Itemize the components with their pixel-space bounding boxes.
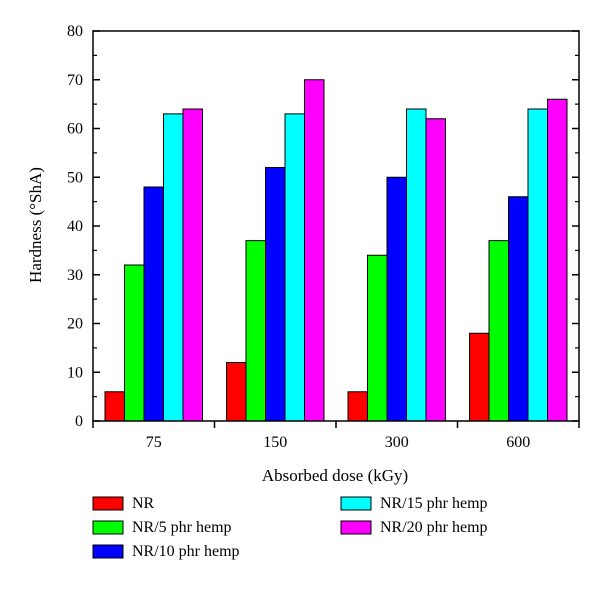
bar-nr-300: [347, 391, 368, 422]
bar-nr-20-phr-hemp-600: [547, 98, 568, 422]
bar-nr-75: [104, 391, 125, 422]
bar-nr-20-phr-hemp-300: [425, 118, 446, 422]
bar-nr-20-phr-hemp-75: [182, 108, 203, 422]
legend-swatch: [92, 544, 124, 559]
bar-nr-15-phr-hemp-75: [163, 113, 184, 422]
bar-nr-10-phr-hemp-75: [143, 186, 164, 422]
legend-label: NR/20 phr hemp: [380, 519, 488, 536]
y-tick-label: 10: [67, 364, 83, 381]
bar-nr-10-phr-hemp-300: [386, 176, 407, 422]
x-tick-label: 75: [146, 434, 162, 451]
bar-nr-150: [226, 362, 247, 422]
bar-nr-600: [469, 332, 490, 422]
bar-nr-15-phr-hemp-600: [527, 108, 548, 422]
legend-label: NR/5 phr hemp: [132, 519, 232, 536]
bar-nr-5-phr-hemp-75: [124, 264, 145, 422]
bar-nr-5-phr-hemp-300: [367, 254, 388, 422]
y-tick-label: 0: [75, 413, 83, 430]
y-axis-title: Hardness (°ShA): [26, 167, 45, 283]
y-tick-label: 50: [67, 169, 83, 186]
legend: NR NR/5 phr hemp NR/10 phr hemp NR/15 phr h…: [92, 495, 488, 560]
legend-swatch: [92, 520, 124, 535]
bars-layer: [104, 79, 568, 422]
bar-nr-15-phr-hemp-300: [406, 108, 427, 422]
bar-nr-5-phr-hemp-600: [488, 240, 509, 422]
y-tick-label: 20: [67, 316, 83, 333]
y-tick-label: 40: [67, 218, 83, 235]
y-tick-label: 60: [67, 121, 83, 138]
x-tick-label: 300: [385, 434, 409, 451]
legend-swatch: [92, 496, 124, 511]
bar-nr-15-phr-hemp-150: [284, 113, 305, 422]
legend-swatch: [340, 520, 372, 535]
bar-nr-20-phr-hemp-150: [304, 79, 325, 422]
bar-nr-5-phr-hemp-150: [245, 240, 266, 422]
x-tick-label: 600: [506, 434, 530, 451]
axes-layer: 0 10 20 30 40 50 60 70 80 75 150 300 600: [67, 23, 580, 451]
y-tick-label: 70: [67, 72, 83, 89]
y-tick-label: 80: [67, 23, 83, 40]
legend-swatch: [340, 496, 372, 511]
x-axis-title: Absorbed dose (kGy): [262, 466, 408, 485]
legend-label: NR/15 phr hemp: [380, 495, 488, 512]
x-tick-label: 150: [263, 434, 287, 451]
bar-nr-10-phr-hemp-150: [265, 167, 286, 422]
bar-nr-10-phr-hemp-600: [508, 196, 529, 422]
y-tick-label: 30: [67, 267, 83, 284]
legend-label: NR/10 phr hemp: [132, 543, 240, 560]
legend-label: NR: [132, 495, 155, 512]
